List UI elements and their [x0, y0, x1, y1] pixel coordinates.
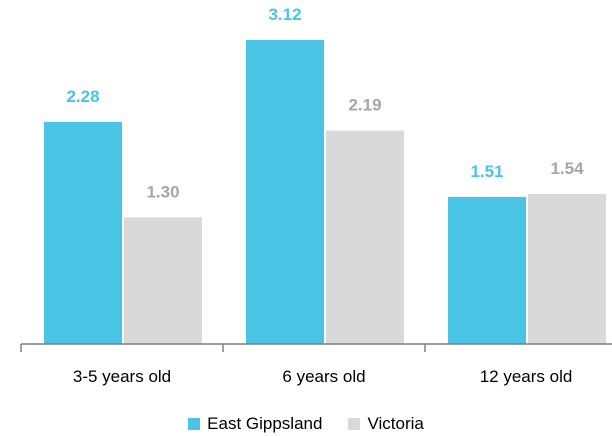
legend-label-victoria: Victoria: [367, 414, 424, 433]
legend-item-east-gippsland: East Gippsland: [188, 414, 322, 434]
legend-item-victoria: Victoria: [348, 414, 424, 434]
legend-swatch-east-gippsland: [188, 418, 201, 430]
value-labels-group: 2.28 1.30 3.12 2.19 1.51 1.54: [66, 5, 584, 201]
bars-group: [44, 40, 606, 344]
bar-victoria-6-years-old: [326, 130, 404, 344]
x-tick-labels-group: 3-5 years old 6 years old 12 years old: [73, 367, 572, 386]
legend-swatch-victoria: [348, 418, 361, 430]
data-label-east-gippsland-6-years-old: 3.12: [268, 5, 301, 24]
bar-east-gippsland-3-5-years-old: [44, 121, 122, 344]
data-label-east-gippsland-12-years-old: 1.51: [470, 162, 503, 181]
x-axis: [20, 343, 612, 352]
bar-victoria-3-5-years-old: [124, 217, 202, 344]
data-label-east-gippsland-3-5-years-old: 2.28: [66, 87, 99, 106]
legend-label-east-gippsland: East Gippsland: [207, 414, 323, 433]
data-label-victoria-6-years-old: 2.19: [348, 96, 381, 115]
data-label-victoria-12-years-old: 1.54: [550, 159, 584, 178]
x-tick-label-6-years-old: 6 years old: [282, 367, 365, 386]
x-tick-label-3-5-years-old: 3-5 years old: [73, 367, 171, 386]
legend: East Gippsland Victoria: [0, 414, 612, 434]
x-tick-label-12-years-old: 12 years old: [480, 367, 573, 386]
bar-east-gippsland-12-years-old: [448, 196, 526, 344]
data-label-victoria-3-5-years-old: 1.30: [146, 182, 179, 201]
bar-east-gippsland-6-years-old: [246, 40, 324, 344]
bar-victoria-12-years-old: [528, 193, 606, 344]
